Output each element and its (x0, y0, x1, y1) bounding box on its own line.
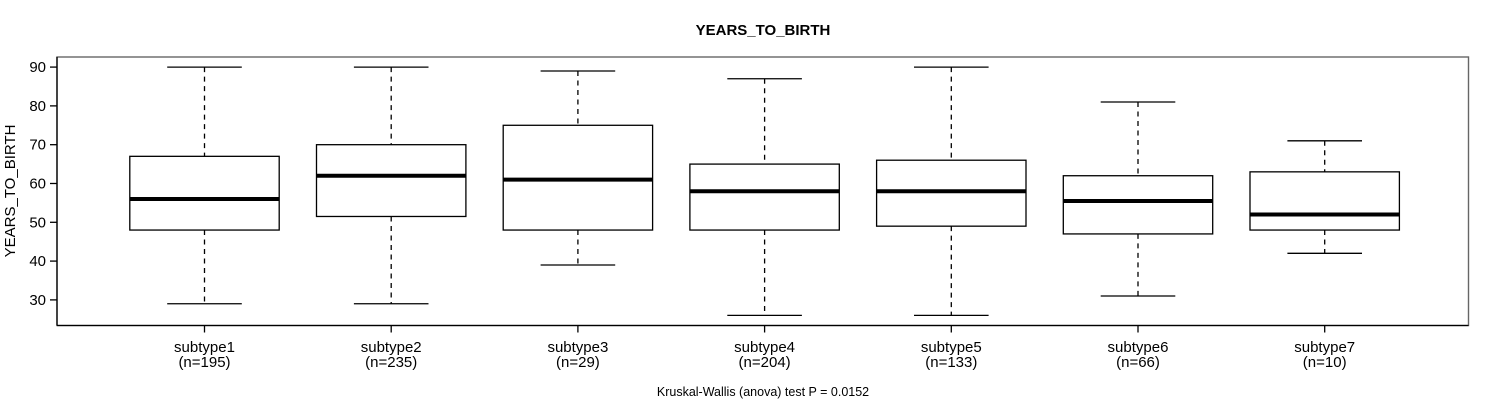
iqr-box (315, 144, 467, 218)
iqr-box (1062, 175, 1214, 235)
group-n-label: (n=10) (1303, 354, 1347, 371)
y-tick-label: 40 (29, 253, 46, 270)
group-label: subtype2 (361, 339, 422, 356)
y-tick-label: 50 (29, 214, 46, 231)
y-tick-label: 30 (29, 292, 46, 309)
iqr-box (129, 155, 280, 231)
group-n-label: (n=195) (178, 354, 230, 371)
group-n-label: (n=29) (556, 354, 600, 371)
group-n-label: (n=133) (925, 354, 977, 371)
y-tick-label: 70 (29, 137, 46, 154)
group-n-label: (n=235) (365, 354, 417, 371)
boxplot-group: subtype1(n=195) (129, 66, 280, 371)
y-tick-label: 90 (29, 59, 46, 76)
group-n-label: (n=204) (739, 354, 791, 371)
group-label: subtype7 (1294, 339, 1355, 356)
group-label: subtype6 (1108, 339, 1169, 356)
y-tick-label: 80 (29, 98, 46, 115)
boxplot-group: subtype3(n=29) (502, 70, 654, 371)
group-label: subtype5 (921, 339, 982, 356)
group-n-label: (n=66) (1116, 354, 1160, 371)
y-axis-label: YEARS_TO_BIRTH (2, 125, 19, 258)
boxplot-group: subtype5(n=133) (875, 66, 1027, 371)
boxplot-group: subtype4(n=204) (689, 78, 840, 371)
group-label: subtype3 (547, 339, 608, 356)
group-label: subtype4 (734, 339, 795, 356)
stat-test-caption: Kruskal-Wallis (anova) test P = 0.0152 (657, 385, 869, 399)
y-tick-label: 60 (29, 175, 46, 192)
chart-title: YEARS_TO_BIRTH (696, 22, 831, 39)
iqr-box (1249, 171, 1401, 231)
plot-area: 30405060708090subtype1(n=195)subtype2(n=… (29, 56, 1470, 371)
iqr-box (689, 163, 840, 231)
boxplot-group: subtype6(n=66) (1062, 101, 1214, 371)
boxplot-group: subtype2(n=235) (315, 66, 467, 371)
group-label: subtype1 (174, 339, 235, 356)
boxplot-group: subtype7(n=10) (1249, 140, 1401, 371)
